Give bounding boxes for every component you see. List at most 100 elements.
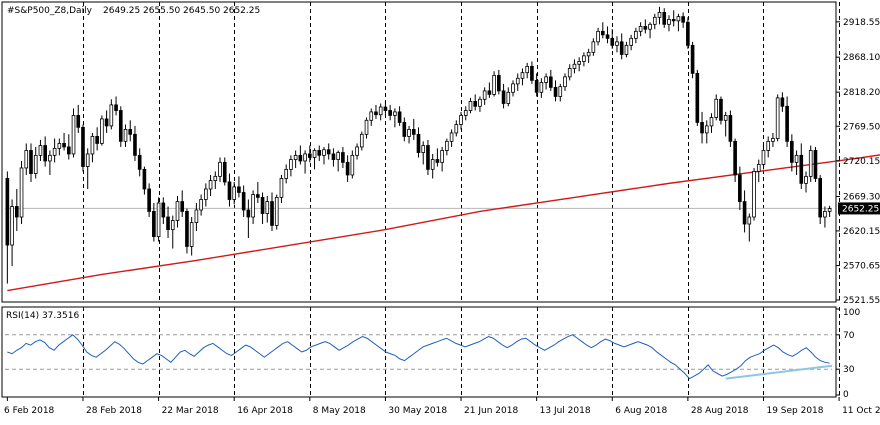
candle-body-up (209, 181, 212, 189)
price-tick-label: 2570.65 (843, 262, 880, 272)
candle-body-up (649, 24, 652, 29)
candle-body-up (214, 176, 217, 180)
candle-body-down (44, 146, 47, 161)
candle-body-down (535, 80, 538, 92)
candle-body-up (157, 203, 160, 237)
candle-body-up (578, 61, 581, 64)
candle-body-down (332, 154, 335, 160)
candle (753, 168, 756, 221)
candle-body-down (682, 17, 685, 23)
candle-body-down (82, 127, 85, 166)
candle-body-down (162, 203, 165, 217)
time-tick-label: 22 Mar 2018 (162, 406, 219, 416)
candle-body-up (360, 134, 363, 147)
time-tick-label: 6 Feb 2018 (4, 406, 55, 416)
candle-body-down (223, 162, 226, 182)
candle-body-up (34, 155, 37, 173)
candle-body-down (143, 169, 146, 189)
price-tick-label: 2521.55 (843, 296, 880, 306)
rsi-tick-label: 30 (843, 365, 855, 375)
rsi-title: RSI(14) 37.3516 (6, 311, 79, 321)
time-tick-label: 30 May 2018 (388, 406, 447, 416)
candle-body-down (242, 192, 245, 210)
price-axis[interactable]: 2918.552868.102818.202769.502720.152669.… (836, 18, 880, 306)
candle-body-down (77, 115, 80, 127)
candle (186, 209, 189, 254)
candle-body-down (129, 129, 132, 134)
candle-body-down (148, 189, 151, 211)
candle-body-up (266, 202, 269, 214)
candle-body-up (351, 155, 354, 175)
candle-body-up (285, 169, 288, 178)
candle-body-up (823, 211, 826, 217)
time-tick-label: 28 Aug 2018 (691, 406, 749, 416)
candle-body-up (431, 160, 434, 170)
time-tick-label: 6 Aug 2018 (615, 406, 667, 416)
candle-body-up (757, 164, 760, 171)
candle-body-up (625, 45, 628, 54)
candle-body-down (427, 146, 430, 170)
candle-body-up (753, 171, 756, 217)
candle-body-up (710, 118, 713, 126)
candle-body-down (488, 91, 491, 95)
candle (72, 108, 75, 157)
candle-body-down (403, 122, 406, 136)
candle-body-up (323, 150, 326, 156)
candle-body-down (734, 141, 737, 175)
candle-body-up (564, 77, 567, 87)
current-price-label: 2652.25 (842, 204, 879, 214)
candle-body-up (233, 187, 236, 200)
chart-header-high: 2655.50 (143, 6, 180, 16)
candle (686, 17, 689, 49)
candle-body-down (341, 153, 344, 163)
candle-body-down (6, 178, 9, 245)
candle-body-down (611, 38, 614, 45)
candle-body-down (238, 187, 241, 193)
price-tick-label: 2769.50 (843, 122, 880, 132)
candle-body-down (256, 195, 259, 198)
candle-body-up (450, 133, 453, 141)
price-tick-label: 2918.55 (843, 18, 880, 28)
candle (119, 106, 122, 147)
candle (82, 125, 85, 172)
candle-body-down (672, 19, 675, 20)
candle-body-down (327, 150, 330, 154)
candle-body-up (805, 176, 808, 183)
candle (809, 146, 812, 182)
candle-body-up (337, 153, 340, 160)
candle-body-up (20, 168, 23, 217)
candle-body-down (701, 122, 704, 133)
chart-header-low: 2645.50 (183, 6, 220, 16)
candle-body-down (691, 45, 694, 73)
candle-body-up (393, 112, 396, 116)
price-tick-label: 2818.20 (843, 88, 880, 98)
candle-body-down (181, 202, 184, 212)
candle-body-up (370, 112, 373, 120)
candle-body-up (91, 136, 94, 154)
candle-body-up (715, 99, 718, 117)
candle-body-up (252, 195, 255, 217)
candle-body-up (767, 141, 770, 150)
candle-body-down (384, 107, 387, 111)
candle-body-down (436, 160, 439, 163)
candle-body-up (559, 87, 562, 97)
candle-body-up (72, 115, 75, 154)
candle-body-down (167, 217, 170, 230)
candle-body-up (634, 31, 637, 38)
candle-body-up (616, 42, 619, 46)
candle-body-up (356, 147, 359, 155)
candle-body-down (271, 202, 274, 226)
candle (20, 161, 23, 224)
candle-body-down (186, 211, 189, 246)
candle-body-up (639, 26, 642, 31)
candle-body-down (686, 22, 689, 45)
candle-body-down (601, 31, 604, 35)
candle-body-up (455, 125, 458, 133)
candle (696, 70, 699, 126)
chart-header-symbol: #S&P500_Z8,Daily (7, 6, 93, 16)
candle-body-up (795, 155, 798, 162)
candle-body-down (530, 66, 533, 80)
price-tick-label: 2868.10 (843, 53, 880, 63)
